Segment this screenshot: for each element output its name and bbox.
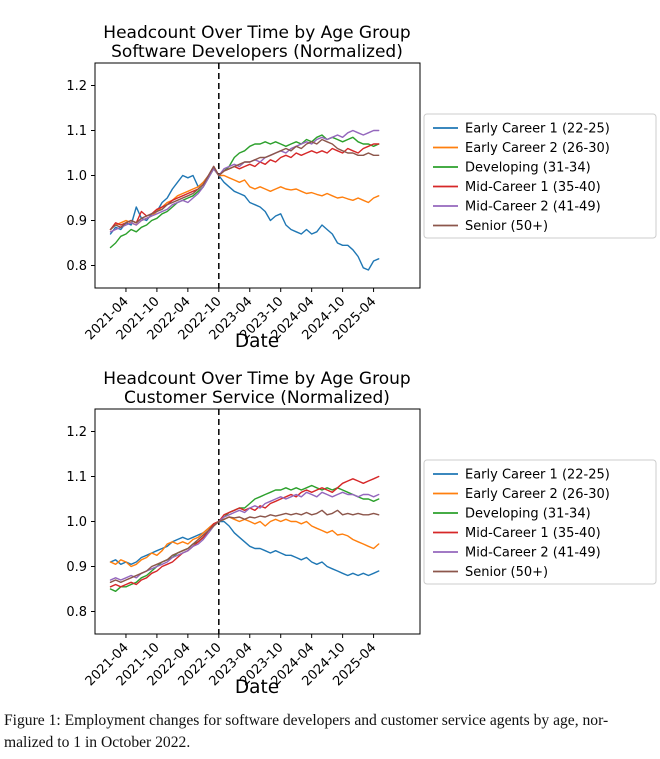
y-tick-label: 0.8 bbox=[66, 605, 87, 620]
series-line-mid-career-2-41-49 bbox=[109, 491, 380, 581]
plot-area: 0.80.91.01.11.22021-042021-102022-042022… bbox=[66, 408, 657, 689]
chart-software-developers: Headcount Over Time by Age Group Softwar… bbox=[66, 23, 657, 351]
caption-line-2: malized to 1 in October 2022. bbox=[4, 734, 191, 751]
plot-border bbox=[94, 408, 421, 635]
series-line-mid-career-1-35-40 bbox=[109, 143, 380, 231]
legend-label-senior-50: Senior (50+) bbox=[465, 219, 548, 234]
legend-label-mid-career-1-35-40: Mid-Career 1 (35-40) bbox=[465, 526, 601, 541]
series-line-mid-career-1-35-40 bbox=[109, 475, 380, 588]
legend-label-early-career-1-22-25: Early Career 1 (22-25) bbox=[465, 468, 610, 483]
chart-block-software-developers: Headcount Over Time by Age Group Softwar… bbox=[0, 6, 660, 351]
chart-subtitle: Customer Service (Normalized) bbox=[124, 388, 390, 408]
y-tick-label: 1.1 bbox=[66, 470, 87, 485]
legend: Early Career 1 (22-25) Early Career 2 (26… bbox=[423, 113, 657, 239]
plot-border bbox=[94, 62, 421, 289]
chart-title: Headcount Over Time by Age Group bbox=[103, 369, 410, 389]
caption-line-1: Figure 1: Employment changes for softwar… bbox=[4, 712, 609, 729]
series-line-early-career-2-26-30 bbox=[109, 168, 380, 231]
legend-label-senior-50: Senior (50+) bbox=[465, 565, 548, 580]
x-axis-label: Date bbox=[235, 677, 279, 697]
y-tick-label: 1.1 bbox=[66, 124, 87, 139]
plot-area: 0.80.91.01.11.22021-042021-102022-042022… bbox=[66, 62, 657, 343]
figure-caption: Figure 1: Employment changes for softwar… bbox=[4, 710, 656, 754]
legend-label-early-career-2-26-30: Early Career 2 (26-30) bbox=[465, 487, 610, 502]
y-tick-label: 0.9 bbox=[66, 560, 87, 575]
chart-block-customer-service: Headcount Over Time by Age Group Custome… bbox=[0, 352, 660, 697]
y-tick-label: 1.0 bbox=[66, 515, 87, 530]
legend-label-mid-career-2-41-49: Mid-Career 2 (41-49) bbox=[465, 546, 601, 561]
chart-title: Headcount Over Time by Age Group bbox=[103, 23, 410, 43]
series-line-developing-31-34 bbox=[109, 134, 380, 249]
series-line-senior-50 bbox=[109, 509, 380, 584]
y-tick-label: 0.8 bbox=[66, 259, 87, 274]
chart-customer-service: Headcount Over Time by Age Group Custome… bbox=[66, 369, 657, 697]
series-line-early-career-1-22-25 bbox=[109, 165, 380, 271]
chart-subtitle: Software Developers (Normalized) bbox=[111, 42, 403, 62]
legend-label-mid-career-2-41-49: Mid-Career 2 (41-49) bbox=[465, 200, 601, 215]
x-axis-label: Date bbox=[235, 331, 279, 351]
legend-label-developing-31-34: Developing (31-34) bbox=[465, 507, 591, 522]
legend-label-developing-31-34: Developing (31-34) bbox=[465, 161, 591, 176]
series-line-senior-50 bbox=[109, 138, 380, 231]
legend-box bbox=[423, 459, 657, 585]
series-line-developing-31-34 bbox=[109, 484, 380, 593]
series-line-early-career-1-22-25 bbox=[109, 520, 380, 577]
y-tick-label: 1.0 bbox=[66, 169, 87, 184]
legend: Early Career 1 (22-25) Early Career 2 (26… bbox=[423, 459, 657, 585]
legend-label-mid-career-1-35-40: Mid-Career 1 (35-40) bbox=[465, 180, 601, 195]
y-tick-label: 0.9 bbox=[66, 214, 87, 229]
y-tick-label: 1.2 bbox=[66, 425, 87, 440]
y-tick-label: 1.2 bbox=[66, 79, 87, 94]
legend-box bbox=[423, 113, 657, 239]
legend-label-early-career-2-26-30: Early Career 2 (26-30) bbox=[465, 141, 610, 156]
legend-label-early-career-1-22-25: Early Career 1 (22-25) bbox=[465, 122, 610, 137]
